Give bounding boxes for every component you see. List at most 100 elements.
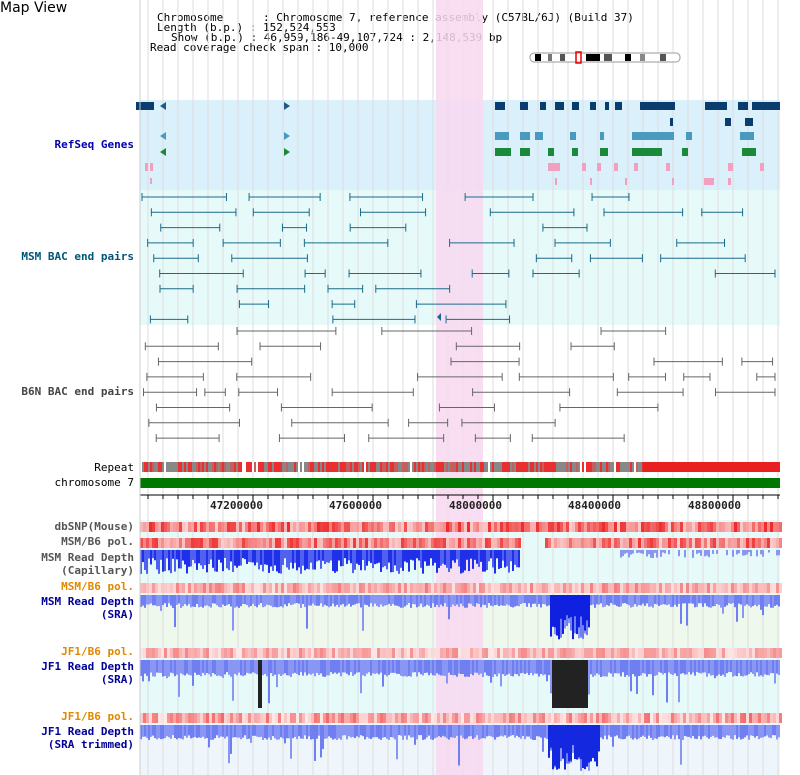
jf1-trim-depth-bar (232, 725, 234, 738)
gene-block (495, 132, 509, 140)
jf1-trim-depth-bar (546, 725, 548, 740)
track-label-jf1-b6-pol-1[interactable]: JF1/B6 pol. (61, 645, 134, 658)
msm-pol-cell (635, 538, 638, 548)
msm-pol-cell (638, 538, 641, 548)
jf1-pol-cell (182, 648, 185, 658)
repeat-block (478, 462, 480, 472)
msm-pol2-cell (758, 583, 761, 593)
dbsnp-cell (506, 522, 509, 532)
track-label-jf1-depth-trimmed[interactable]: JF1 Read Depth (41, 725, 134, 738)
capillary-depth-bar (668, 550, 670, 555)
msm-sra-depth-bar (158, 595, 160, 607)
msm-pol2-cell (380, 583, 383, 593)
track-label-refseq[interactable]: RefSeq Genes (54, 138, 134, 151)
repeat-block (384, 462, 386, 472)
jf1-trim-depth-bar (668, 725, 670, 738)
capillary-depth-bar (502, 550, 504, 561)
msm-pol2-cell (554, 583, 557, 593)
msm-sra-depth-bar (460, 595, 462, 604)
msm-sra-depth-bar (706, 595, 708, 607)
track-label-msm-b6-pol-1[interactable]: MSM/B6 pol. (61, 535, 134, 548)
repeat-block (432, 462, 434, 472)
jf1-trim-depth-bar (684, 725, 686, 736)
jf1-sra-depth-bar (464, 660, 466, 677)
msm-sra-depth-bar (162, 595, 164, 606)
msm-sra-depth-bar (200, 595, 202, 607)
jf1-trim-depth-bar (744, 725, 746, 738)
dbsnp-cell (383, 522, 386, 532)
msm-pol-cell (701, 538, 704, 548)
jf1-pol2-cell (737, 713, 740, 723)
jf1-trim-depth-bar (488, 725, 490, 736)
msm-sra-depth-bar (278, 595, 280, 608)
msm-sra-depth-bar (538, 595, 540, 605)
jf1-trim-depth-bar (628, 725, 630, 736)
jf1-pol2-cell (779, 713, 782, 723)
msm-pol2-cell (584, 583, 587, 593)
msm-sra-depth-bar (194, 595, 196, 607)
track-label-jf1-depth-sra[interactable]: JF1 Read Depth (41, 660, 134, 673)
jf1-pol2-cell (605, 713, 608, 723)
msm-sra-depth-bar (298, 595, 300, 604)
jf1-sra-depth-bar (340, 660, 342, 677)
jf1-sra-depth-bar (520, 660, 522, 674)
jf1-pol-cell (452, 648, 455, 658)
jf1-pol-cell (236, 648, 239, 658)
msm-sra-depth-bar (688, 595, 690, 604)
msm-pol2-cell (710, 583, 713, 593)
jf1-pol2-cell (194, 713, 197, 723)
msm-pol2-cell (458, 583, 461, 593)
jf1-pol-cell (626, 648, 629, 658)
repeat-block (388, 462, 390, 472)
msm-pol2-cell (779, 583, 782, 593)
msm-pol-cell (512, 538, 515, 548)
jf1-pol2-cell (662, 713, 665, 723)
jf1-trim-depth-bar (304, 725, 306, 736)
msm-pol-cell (656, 538, 659, 548)
msm-pol-cell (353, 538, 356, 548)
jf1-sra-depth-bar (410, 660, 412, 677)
jf1-pol2-cell (770, 713, 773, 723)
track-label-msm-bac[interactable]: MSM BAC end pairs (21, 250, 134, 263)
track-label-jf1-b6-pol-2[interactable]: JF1/B6 pol. (61, 710, 134, 723)
jf1-sra-depth-bar (216, 660, 218, 676)
jf1-sra-depth-bar (236, 660, 238, 676)
jf1-sra-depth-bar (424, 660, 426, 673)
repeat-block (494, 462, 496, 472)
msm-pol2-cell (398, 583, 401, 593)
track-label-msm-depth-sra[interactable]: MSM Read Depth (41, 595, 134, 608)
msm-sra-depth-bar (254, 595, 256, 607)
jf1-sra-depth-bar (514, 660, 516, 674)
msm-pol2-cell (491, 583, 494, 593)
capillary-depth-bar (314, 550, 316, 570)
track-label-b6n-bac[interactable]: B6N BAC end pairs (21, 385, 134, 398)
jf1-trim-depth-bar (706, 725, 708, 738)
dbsnp-cell (689, 522, 692, 532)
jf1-pol-cell (266, 648, 269, 658)
msm-pol-cell (605, 538, 608, 548)
jf1-trim-depth-bar (770, 725, 772, 739)
track-label-msm-depth-capillary[interactable]: MSM Read Depth (41, 551, 134, 564)
dbsnp-cell (302, 522, 305, 532)
msm-sra-depth-bar (440, 595, 442, 605)
track-label-dbsnp[interactable]: dbSNP(Mouse) (54, 520, 134, 533)
repeat-block (466, 462, 468, 472)
jf1-trim-depth-bar (358, 725, 360, 738)
jf1-pol2-cell (488, 713, 491, 723)
msm-pol-cell (563, 538, 566, 548)
capillary-depth-bar (494, 550, 496, 574)
msm-sra-depth-bar (514, 595, 516, 607)
msm-sra-depth-bar (478, 595, 480, 605)
jf1-pol2-cell (449, 713, 452, 723)
msm-sra-depth-bar (748, 595, 750, 606)
gene-block (495, 148, 511, 156)
msm-pol-cell (731, 538, 734, 548)
repeat-block (632, 462, 634, 472)
capillary-depth-bar (478, 550, 480, 567)
msm-pol2-cell (689, 583, 692, 593)
track-label-msm-b6-pol-2[interactable]: MSM/B6 pol. (61, 580, 134, 593)
jf1-trim-depth-bar (716, 725, 718, 738)
jf1-trim-depth-bar (482, 725, 484, 738)
msm-sra-depth-bar (632, 595, 634, 607)
